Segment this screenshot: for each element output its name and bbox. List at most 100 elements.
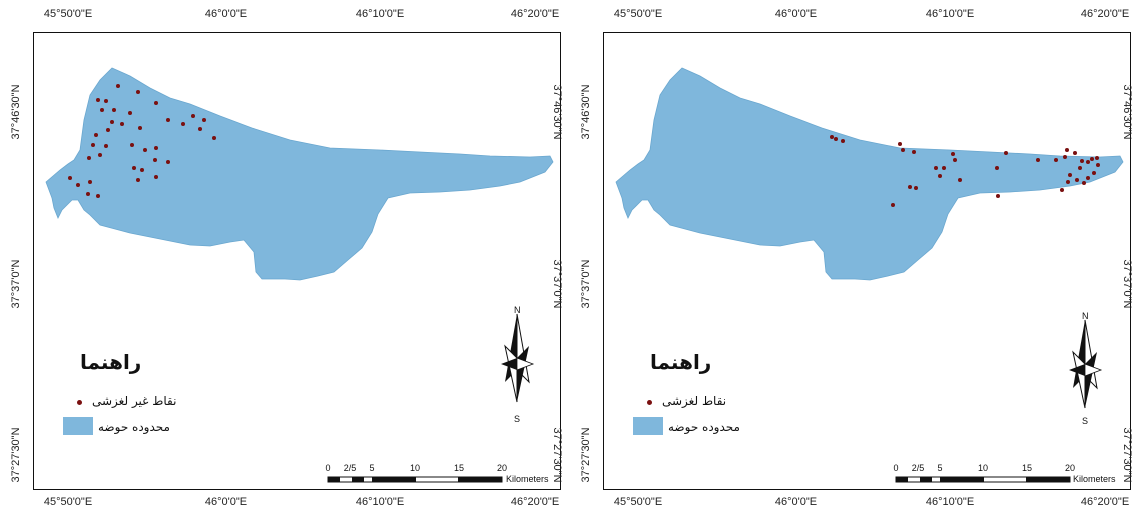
point [140,168,144,172]
point [841,139,845,143]
scale-tick-label: 10 [977,463,989,473]
point [1066,180,1070,184]
scale-tick-label: 20 [1064,463,1076,473]
point [1095,156,1099,160]
point [91,143,95,147]
map-canvas [615,67,1124,483]
south-label: S [514,414,521,424]
basin-polygon [615,67,1124,281]
lon-label-bottom: 46°0'0"E [204,496,248,508]
landslide-points [830,135,1100,207]
point [1078,166,1082,170]
point [1096,163,1100,167]
lon-label-bottom: 46°10'0"E [355,496,405,508]
point [100,108,104,112]
scale-tick-label: 20 [496,463,508,473]
point [138,126,142,130]
north-label: N [514,305,521,315]
point [181,122,185,126]
scale-tick-label: 0 [325,463,331,473]
scale-tick-label: 15 [1021,463,1033,473]
point [1065,148,1069,152]
point [1090,157,1094,161]
point [834,137,838,141]
legend-basin-label: محدوده حوضه [668,420,740,434]
point [1004,151,1008,155]
legend-basin-swatch [63,417,93,435]
lon-label-bottom: 46°10'0"E [925,496,975,508]
point [191,114,195,118]
scale-tick-label: 5 [937,463,943,473]
legend-basin-label: محدوده حوضه [98,420,170,434]
lon-label-top: 46°10'0"E [355,8,405,20]
point [136,90,140,94]
point [104,99,108,103]
north-label: N [1082,311,1089,321]
point [995,166,999,170]
point [908,185,912,189]
point [1063,155,1067,159]
map-canvas [45,67,554,483]
lon-label-bottom: 46°20'0"E [1080,496,1130,508]
legend-points-label: نقاط غير لغزشی [92,394,177,408]
point [104,144,108,148]
lon-label-top: 46°20'0"E [1080,8,1130,20]
lon-label-bottom: 45°50'0"E [43,496,93,508]
point [130,143,134,147]
point [212,136,216,140]
north-arrow-icon [501,313,535,403]
point [154,146,158,150]
lon-label-bottom: 46°0'0"E [774,496,818,508]
point [88,180,92,184]
south-label: S [1082,416,1089,426]
point [132,166,136,170]
point [86,192,90,196]
legend-basin-swatch [633,417,663,435]
lon-label-top: 46°0'0"E [204,8,248,20]
lon-label-top: 45°50'0"E [613,8,663,20]
point [166,118,170,122]
point [914,186,918,190]
point [198,127,202,131]
point [136,178,140,182]
point [154,101,158,105]
point [87,156,91,160]
lon-label-bottom: 46°20'0"E [510,496,560,508]
lon-label-top: 45°50'0"E [43,8,93,20]
point [938,174,942,178]
point [1068,173,1072,177]
basin-polygon [45,67,554,281]
point [143,148,147,152]
legend-title: راهنما [80,350,142,374]
lon-label-bottom: 45°50'0"E [613,496,663,508]
point [120,122,124,126]
point [996,194,1000,198]
map-panel-landslide: 45°50'0"E 46°0'0"E 46°10'0"E 46°20'0"E 4… [570,0,1142,525]
point [96,98,100,102]
point [891,203,895,207]
scale-tick-label: 10 [409,463,421,473]
point [154,175,158,179]
point [942,166,946,170]
point [202,118,206,122]
point [1060,188,1064,192]
scale-bar [895,476,1071,483]
scale-tick-label: 15 [453,463,465,473]
scale-tick-label: 2/5 [911,463,925,473]
point [1086,160,1090,164]
map-panel-non-landslide: 45°50'0"E 46°0'0"E 46°10'0"E 46°20'0"E 4… [10,8,563,508]
legend-title: راهنما [650,350,712,374]
scale-unit-label: Kilometers [1073,474,1116,484]
legend-points-label: نقاط لغزشی [662,394,727,408]
scale-bar [327,476,503,483]
point [106,128,110,132]
point [1086,176,1090,180]
legend-point-symbol [647,400,652,405]
lon-label-top: 46°20'0"E [510,8,560,20]
point [110,120,114,124]
point [1092,171,1096,175]
legend-point-symbol [77,400,82,405]
lon-label-top: 46°10'0"E [925,8,975,20]
scale-tick-label: 0 [893,463,899,473]
point [128,111,132,115]
